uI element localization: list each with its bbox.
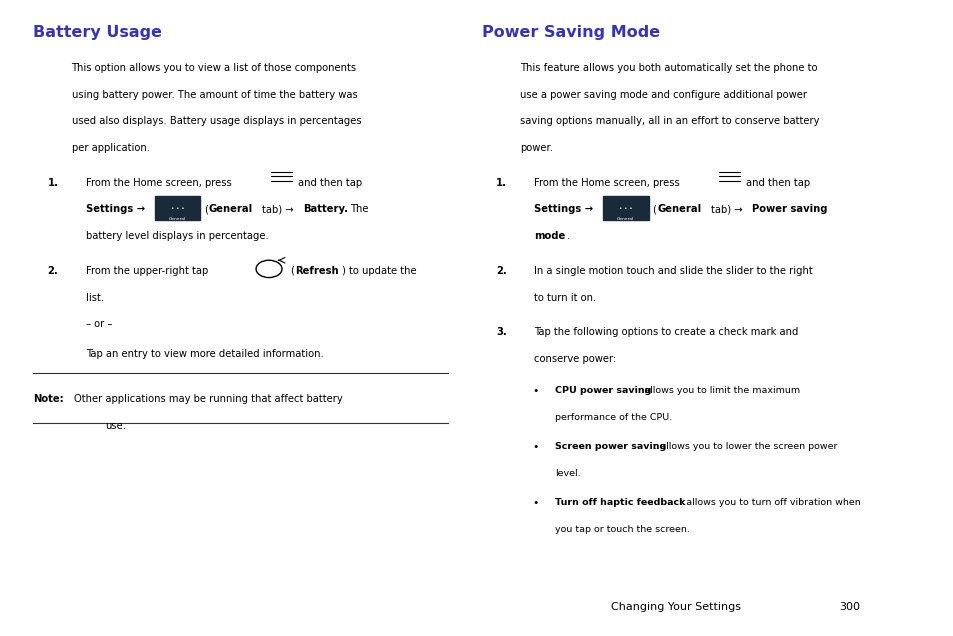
Text: CPU power saving: CPU power saving bbox=[555, 386, 651, 395]
Text: level.: level. bbox=[555, 469, 580, 478]
Text: .: . bbox=[566, 231, 569, 241]
Text: : allows you to limit the maximum: : allows you to limit the maximum bbox=[638, 386, 800, 395]
Text: Refresh: Refresh bbox=[294, 266, 338, 276]
Text: From the upper-right tap: From the upper-right tap bbox=[86, 266, 208, 276]
Text: (: ( bbox=[652, 204, 656, 214]
Text: •: • bbox=[532, 386, 538, 396]
Text: Power Saving Mode: Power Saving Mode bbox=[481, 25, 659, 41]
Text: (: ( bbox=[290, 266, 294, 276]
Text: : allows you to lower the screen power: : allows you to lower the screen power bbox=[654, 442, 837, 451]
Text: power.: power. bbox=[519, 143, 553, 153]
Text: 300: 300 bbox=[839, 602, 860, 612]
Text: per application.: per application. bbox=[71, 143, 150, 153]
Text: Settings →: Settings → bbox=[86, 204, 145, 214]
Text: Battery.: Battery. bbox=[303, 204, 348, 214]
Text: In a single motion touch and slide the slider to the right: In a single motion touch and slide the s… bbox=[534, 266, 812, 276]
Text: From the Home screen, press: From the Home screen, press bbox=[534, 177, 679, 188]
Text: – or –: – or – bbox=[86, 319, 112, 329]
Text: General: General bbox=[617, 218, 634, 221]
Text: Battery Usage: Battery Usage bbox=[33, 25, 162, 41]
Text: saving options manually, all in an effort to conserve battery: saving options manually, all in an effor… bbox=[519, 116, 819, 127]
Text: The: The bbox=[350, 204, 368, 214]
Text: list.: list. bbox=[86, 293, 104, 303]
Text: This feature allows you both automatically set the phone to: This feature allows you both automatical… bbox=[519, 63, 817, 73]
Text: use.: use. bbox=[105, 421, 126, 431]
Text: 2.: 2. bbox=[496, 266, 506, 276]
Text: conserve power:: conserve power: bbox=[534, 354, 616, 364]
Text: Turn off haptic feedback: Turn off haptic feedback bbox=[555, 498, 685, 508]
Text: • • •: • • • bbox=[171, 206, 184, 211]
Text: 2.: 2. bbox=[48, 266, 58, 276]
Text: (: ( bbox=[204, 204, 208, 214]
Text: 1.: 1. bbox=[496, 177, 507, 188]
Text: •: • bbox=[532, 442, 538, 452]
Text: battery level displays in percentage.: battery level displays in percentage. bbox=[86, 231, 269, 241]
Text: General: General bbox=[209, 204, 253, 214]
Text: tab) →: tab) → bbox=[710, 204, 741, 214]
Text: This option allows you to view a list of those components: This option allows you to view a list of… bbox=[71, 63, 356, 73]
Text: 3.: 3. bbox=[496, 328, 506, 337]
Text: to turn it on.: to turn it on. bbox=[534, 293, 596, 303]
Text: Tap the following options to create a check mark and: Tap the following options to create a ch… bbox=[534, 328, 798, 337]
Text: performance of the CPU.: performance of the CPU. bbox=[555, 413, 672, 422]
Text: General: General bbox=[169, 218, 186, 221]
Text: From the Home screen, press: From the Home screen, press bbox=[86, 177, 232, 188]
Text: ) to update the: ) to update the bbox=[342, 266, 416, 276]
Text: Screen power saving: Screen power saving bbox=[555, 442, 666, 451]
Text: use a power saving mode and configure additional power: use a power saving mode and configure ad… bbox=[519, 90, 806, 100]
Text: Settings →: Settings → bbox=[534, 204, 593, 214]
Text: you tap or touch the screen.: you tap or touch the screen. bbox=[555, 525, 689, 534]
Text: and then tap: and then tap bbox=[297, 177, 361, 188]
Text: Note:: Note: bbox=[33, 394, 64, 404]
Text: Tap an entry to view more detailed information.: Tap an entry to view more detailed infor… bbox=[86, 349, 323, 359]
Text: Other applications may be running that affect battery: Other applications may be running that a… bbox=[74, 394, 343, 404]
FancyBboxPatch shape bbox=[602, 196, 648, 220]
Text: mode: mode bbox=[534, 231, 565, 241]
Text: • • •: • • • bbox=[618, 206, 632, 211]
Text: Changing Your Settings: Changing Your Settings bbox=[610, 602, 740, 612]
Text: using battery power. The amount of time the battery was: using battery power. The amount of time … bbox=[71, 90, 357, 100]
Text: Power saving: Power saving bbox=[751, 204, 826, 214]
Text: General: General bbox=[657, 204, 700, 214]
FancyBboxPatch shape bbox=[154, 196, 200, 220]
Text: : allows you to turn off vibration when: : allows you to turn off vibration when bbox=[679, 498, 860, 508]
Text: and then tap: and then tap bbox=[745, 177, 809, 188]
Text: used also displays. Battery usage displays in percentages: used also displays. Battery usage displa… bbox=[71, 116, 361, 127]
Text: tab) →: tab) → bbox=[262, 204, 294, 214]
Text: 1.: 1. bbox=[48, 177, 59, 188]
Text: •: • bbox=[532, 498, 538, 508]
